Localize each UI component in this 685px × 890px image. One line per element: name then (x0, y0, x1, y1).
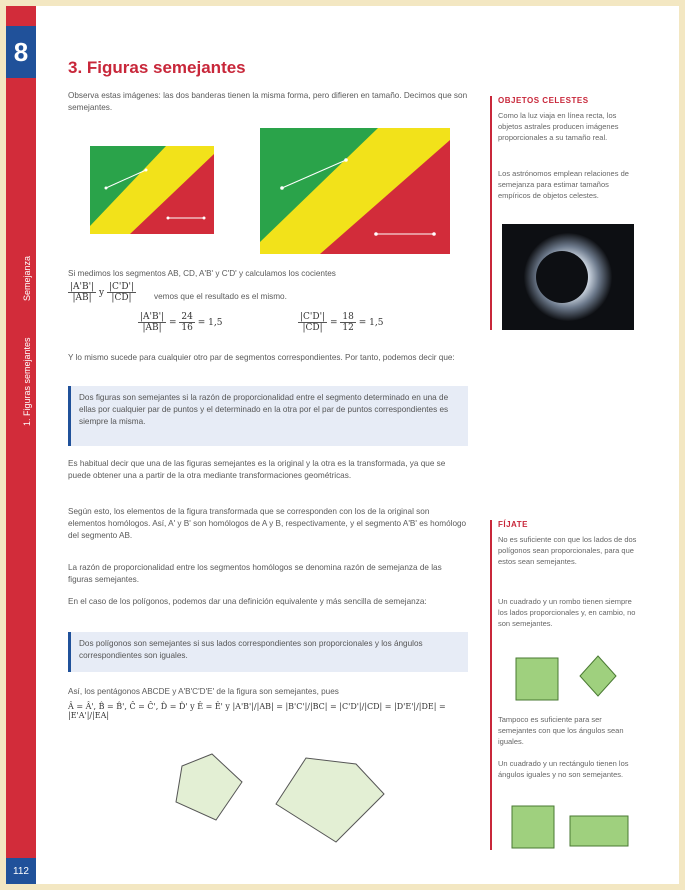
small-flag (90, 146, 214, 234)
objetos-paragraph-2: Los astrónomos emplean relaciones de sem… (498, 169, 629, 200)
fijate-rule (490, 520, 492, 850)
polygon-definition-box: Dos polígonos son semejantes si sus lado… (68, 632, 468, 672)
eq2-num-2: 18 (340, 312, 356, 323)
objetos-rule (490, 96, 492, 330)
angle-equalities: Â = Â', B̂ = B̂', Ĉ = Ĉ', D̂ = D̂' y Ê =… (68, 702, 446, 720)
chapter-number: 8 (6, 26, 36, 78)
eq1-den: |AB| (142, 323, 162, 333)
ratio-cd: |C'D'|/|CD| (339, 702, 383, 711)
objetos-paragraph-1: Como la luz viaja en línea recta, los ob… (498, 111, 619, 142)
objetos-heading: OBJETOS CELESTES (498, 96, 589, 105)
definition-box: Dos figuras son semejantes si la razón d… (68, 386, 468, 446)
square-and-rhombus (515, 655, 617, 701)
chapter-title: Semejanza (22, 255, 32, 301)
fraction-pair: |A'B'| |AB| y |C'D'| |CD| (68, 282, 137, 303)
frac-a-num: |A'B'| (68, 282, 97, 293)
eq1-num: |A'B'| (138, 312, 167, 323)
frac-b-den: |CD| (111, 293, 132, 303)
fijate-paragraph-2: Un cuadrado y un rombo tienen siempre lo… (498, 597, 636, 628)
ratio-bc: |B'C'|/|BC| (285, 702, 328, 711)
ratio-ab: |A'B'|/|AB| (232, 702, 274, 711)
chapter-sidebar (6, 6, 36, 884)
square-and-rectangle (511, 805, 629, 849)
intro-paragraph: Observa estas imágenes: las dos banderas… (68, 91, 468, 112)
frac-b-num: |C'D'| (106, 282, 137, 293)
measure-line-2: vemos que el resultado es el mismo. (154, 292, 287, 301)
textbook-page: 8 Semejanza 1. Figuras semejantes 112 3.… (6, 6, 679, 884)
large-pentagon (275, 757, 385, 843)
fijate-paragraph-4: Un cuadrado y un rectángulo tienen los á… (498, 759, 629, 779)
same-paragraph: Y lo mismo sucede para cualquier otro pa… (68, 353, 455, 362)
eq2-num: |C'D'| (298, 312, 328, 323)
eq1-num-2: 24 (179, 312, 195, 323)
eq1-den-2: 16 (181, 323, 193, 333)
equation-2: |C'D'| |CD| = 18 12 = 1,5 (298, 312, 384, 333)
eq2-result: = 1,5 (358, 318, 384, 328)
small-pentagon (175, 753, 243, 821)
equation-1: |A'B'| |AB| = 24 16 = 1,5 (138, 312, 223, 333)
frac-a-den: |AB| (72, 293, 92, 303)
fijate-paragraph-3: Tampoco es suficiente para ser semejante… (498, 715, 624, 746)
eq2-den-2: 12 (342, 323, 354, 333)
page-title: 3. Figuras semejantes (68, 58, 246, 77)
section-title: 1. Figuras semejantes (22, 337, 32, 426)
fijate-paragraph-1: No es suficiente con que los lados de do… (498, 535, 637, 566)
page-number: 112 (6, 858, 36, 884)
paragraph-original: Es habitual decir que una de las figuras… (68, 459, 446, 480)
paragraph-homologos: Según esto, los elementos de la figura t… (68, 507, 467, 540)
measure-line-1: Si medimos los segmentos AB, CD, A'B' y … (68, 269, 336, 278)
eclipse-photo (502, 224, 634, 330)
ratio-de: |D'E'|/|DE| (394, 702, 437, 711)
fijate-heading: FÍJATE (498, 520, 528, 529)
eq1-result: = 1,5 (197, 318, 223, 328)
paragraph-poligonos: En el caso de los polígonos, podemos dar… (68, 597, 427, 606)
large-flag (260, 128, 450, 254)
paragraph-razon: La razón de proporcionalidad entre los s… (68, 563, 442, 584)
eq2-den: |CD| (302, 323, 323, 333)
ratio-ea: |E'A'|/|EA| (68, 711, 110, 720)
angle-text: Â = Â', B̂ = B̂', Ĉ = Ĉ', D̂ = D̂' y Ê =… (68, 702, 230, 711)
pentagon-paragraph: Así, los pentágonos ABCDE y A'B'C'D'E' d… (68, 687, 339, 696)
